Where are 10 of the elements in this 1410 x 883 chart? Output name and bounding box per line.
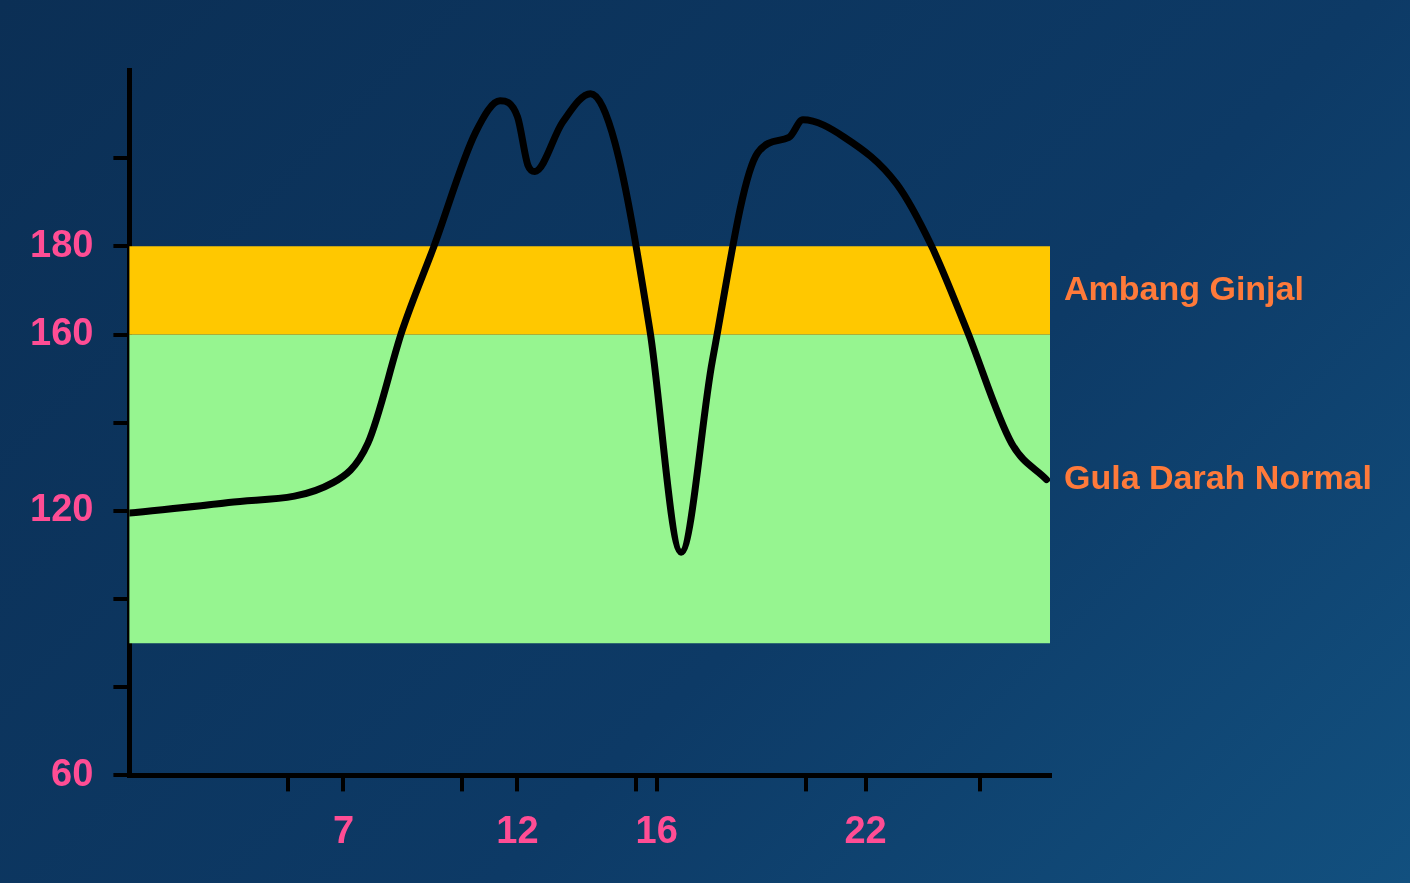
band-label: Ambang Ginjal	[1064, 268, 1304, 307]
band-label: Gula Darah Normal	[1064, 458, 1372, 497]
y-tick-label: 160	[30, 311, 94, 354]
x-tick-label: 22	[844, 808, 887, 851]
y-tick-label: 120	[30, 487, 94, 530]
y-tick-label: 180	[30, 222, 94, 265]
x-tick-label: 7	[332, 808, 355, 851]
x-tick-label: 12	[496, 808, 539, 851]
y-tick-label: 60	[51, 751, 94, 794]
x-tick-label: 16	[635, 808, 678, 851]
